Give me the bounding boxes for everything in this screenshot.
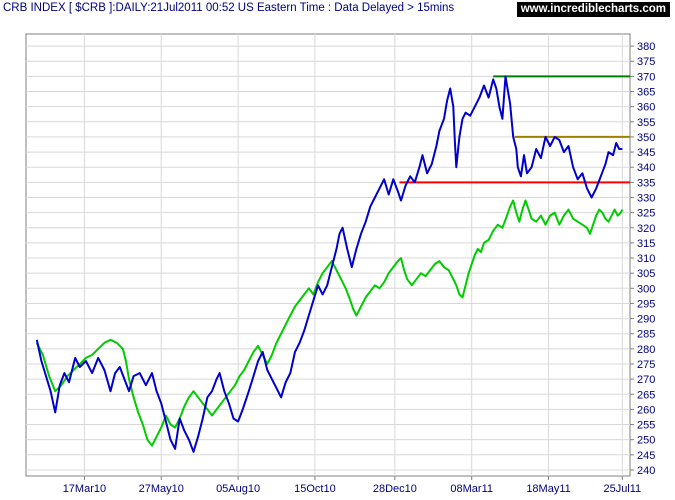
series-lines	[35, 75, 624, 453]
x-tick-label: 28Dec10	[373, 483, 417, 495]
y-tick-label: 265	[637, 389, 655, 401]
y-tick-label: 345	[637, 147, 655, 159]
x-tick-label: 08Mar11	[450, 483, 493, 495]
y-tick-label: 320	[637, 223, 655, 235]
y-tick-label: 300	[637, 283, 655, 295]
y-tick-label: 245	[637, 450, 655, 462]
y-tick-label: 355	[637, 117, 655, 129]
x-tick-label: 27May10	[139, 483, 184, 495]
y-axis: 240 245 250 255 260 265 270 275 280 285 290 295 300 3…	[630, 41, 655, 477]
y-tick-label: 380	[637, 41, 655, 53]
reference-lines	[399, 75, 630, 184]
chart-header: CRB INDEX [ $CRB ]:DAILY:21Jul2011 00:52…	[0, 0, 675, 20]
site-badge[interactable]: www.incrediblecharts.com	[516, 2, 670, 17]
y-tick-label: 275	[637, 359, 655, 371]
y-tick-label: 315	[637, 238, 655, 250]
x-axis: 17Mar10 27May10 05Aug10 15Oct10 28Dec10 08Mar…	[63, 476, 641, 495]
comparison-line	[35, 199, 624, 447]
y-tick-label: 240	[637, 465, 655, 477]
price-line	[35, 75, 623, 453]
y-tick-label: 340	[637, 162, 655, 174]
chart-title: CRB INDEX [ $CRB ]:DAILY:21Jul2011 00:52…	[3, 2, 455, 14]
y-tick-label: 260	[637, 404, 655, 416]
y-tick-label: 360	[637, 102, 655, 114]
y-tick-label: 280	[637, 344, 655, 356]
y-tick-label: 370	[637, 71, 655, 83]
x-tick-label: 17Mar10	[63, 483, 106, 495]
y-tick-label: 290	[637, 314, 655, 326]
y-tick-label: 285	[637, 329, 655, 341]
x-tick-label: 25Jul11	[603, 483, 641, 495]
y-tick-label: 330	[637, 192, 655, 204]
y-tick-label: 350	[637, 132, 655, 144]
y-tick-label: 335	[637, 177, 655, 189]
y-tick-label: 295	[637, 298, 655, 310]
x-tick-label: 15Oct10	[294, 483, 336, 495]
y-tick-label: 310	[637, 253, 655, 265]
y-tick-label: 305	[637, 268, 655, 280]
y-tick-label: 255	[637, 420, 655, 432]
x-tick-label: 18May11	[526, 483, 570, 495]
plot-area	[25, 33, 631, 477]
y-tick-label: 365	[637, 87, 655, 99]
grid	[26, 34, 630, 476]
y-tick-label: 375	[637, 56, 655, 68]
x-tick-label: 05Aug10	[216, 483, 260, 495]
y-tick-label: 325	[637, 208, 655, 220]
y-tick-label: 270	[637, 374, 655, 386]
y-tick-label: 250	[637, 435, 655, 447]
